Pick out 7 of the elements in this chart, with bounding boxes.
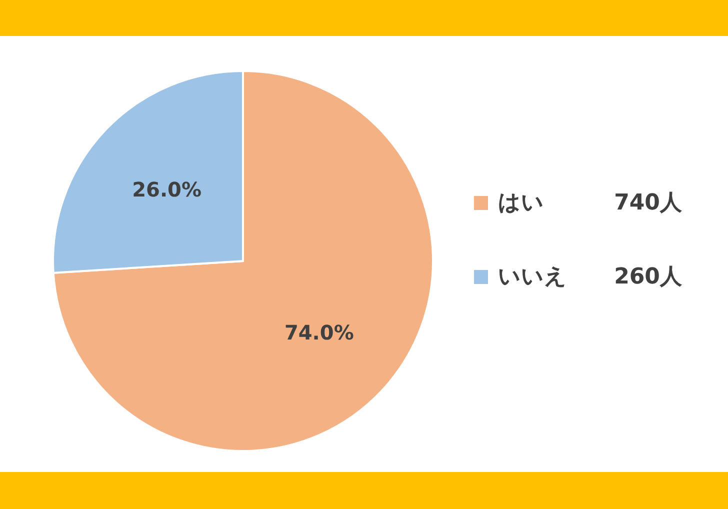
data-label: 26.0% (132, 177, 202, 202)
legend-label: はい (498, 190, 544, 216)
text: 260人 (614, 264, 683, 290)
text: 740人 (614, 190, 683, 216)
legend-label: いいえ (498, 264, 567, 290)
data-label: 74.0% (284, 320, 354, 345)
pie-slice (52, 70, 434, 452)
